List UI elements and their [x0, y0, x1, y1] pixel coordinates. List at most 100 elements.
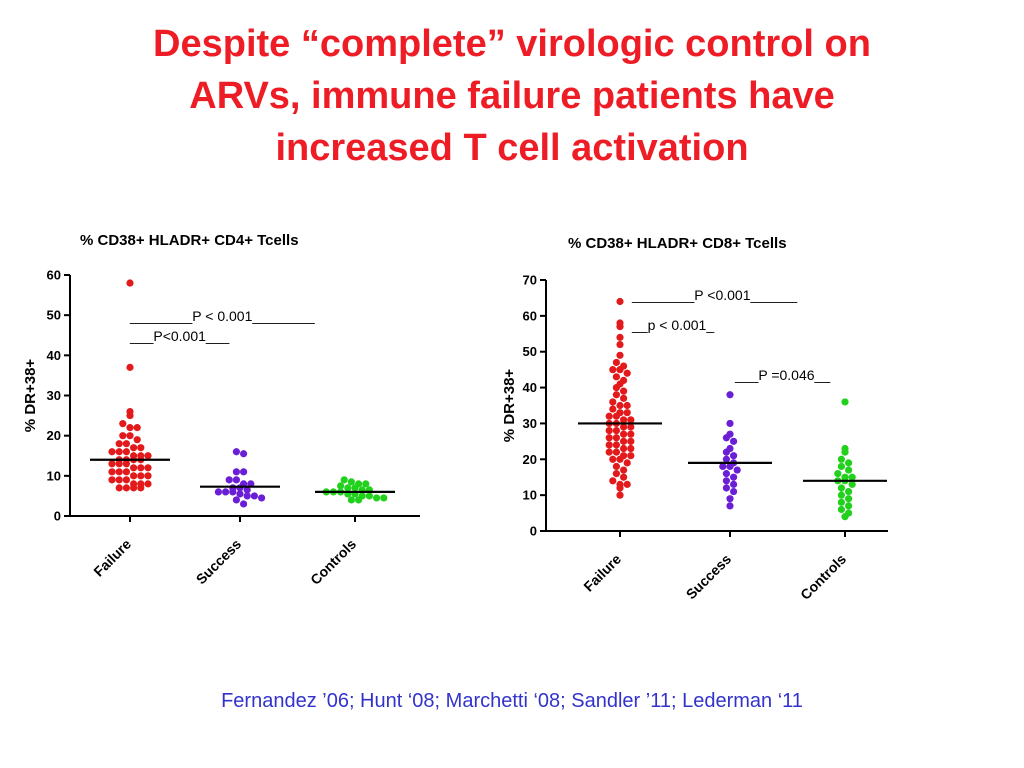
cd4-point-failure — [144, 464, 152, 472]
cd8-point-failure — [612, 470, 620, 478]
cd8-point-failure — [627, 452, 635, 460]
cd4-point-failure — [144, 472, 152, 480]
cd8-point-success — [730, 480, 738, 488]
cd4-y-tick-label: 30 — [47, 388, 61, 403]
cd8-point-failure — [612, 358, 620, 367]
cd8-point-failure — [609, 398, 617, 406]
cd8-point-success — [726, 462, 734, 471]
cd8-point-failure — [623, 401, 631, 410]
cd8-point-failure — [627, 423, 635, 431]
cd8-point-controls — [837, 455, 845, 463]
cd4-category-label-success: Success — [193, 536, 245, 588]
cd8-point-failure — [623, 480, 631, 488]
cd4-point-failure — [133, 436, 141, 444]
cd4-point-success — [258, 494, 266, 502]
cd8-point-failure — [620, 473, 628, 481]
cd8-point-failure — [609, 477, 617, 485]
cd4-point-controls — [373, 494, 381, 502]
cd4-point-success — [232, 476, 240, 484]
cd4-point-failure — [130, 472, 138, 480]
cd4-point-failure — [126, 363, 134, 371]
cd8-point-failure — [612, 448, 620, 456]
cd4-chart-title: % CD38+ HLADR+ CD4+ Tcells — [80, 232, 299, 249]
cd8-y-tick-label: 40 — [523, 380, 537, 395]
cd4-point-failure — [137, 464, 145, 472]
cd8-point-controls — [848, 480, 856, 488]
cd8-point-controls — [845, 502, 853, 510]
cd8-point-controls — [845, 487, 853, 496]
cd8-point-failure — [616, 323, 624, 331]
cd4-point-success — [243, 486, 251, 494]
cd4-point-failure — [115, 460, 123, 468]
cd4-y-tick-label: 50 — [47, 308, 61, 323]
cd4-point-success — [225, 476, 233, 484]
cd4-point-failure — [126, 279, 134, 287]
cd8-point-controls — [837, 462, 845, 471]
cd4-point-success — [214, 488, 222, 496]
cd4-y-tick-label: 10 — [47, 468, 61, 483]
cd4-point-success — [232, 448, 240, 456]
cd8-category-label-failure: Failure — [580, 551, 624, 595]
cd4-point-success — [240, 500, 248, 508]
cd8-point-failure — [605, 427, 613, 435]
cd4-point-controls — [362, 480, 370, 488]
cd8-point-failure — [620, 387, 628, 395]
cd8-point-failure — [605, 441, 613, 449]
cd4-point-failure — [122, 468, 130, 476]
cd4-point-failure — [122, 484, 130, 492]
cd4-point-failure — [144, 480, 152, 488]
cd8-point-failure — [612, 391, 620, 399]
cd8-point-controls — [837, 484, 845, 492]
cd8-point-success — [722, 477, 730, 485]
cd4-point-failure — [126, 411, 134, 420]
cd8-point-success — [722, 455, 730, 463]
cd8-point-failure — [620, 394, 628, 402]
cd8-point-failure — [609, 455, 617, 463]
cd4-point-success — [232, 496, 240, 504]
cd8-scatter-chart: % CD38+ HLADR+ CD8+ Tcells % DR+38+ 0 10 20 3… — [501, 235, 888, 603]
cd4-point-controls — [355, 496, 363, 504]
cd8-point-failure — [612, 427, 620, 435]
cd4-point-failure — [115, 448, 123, 456]
cd8-p-value-annotation: ___P =0.046__ — [734, 367, 830, 383]
cd4-point-success — [222, 488, 230, 496]
cd4-point-failure — [137, 484, 145, 492]
cd4-point-controls — [337, 482, 345, 490]
cd4-point-success — [229, 488, 237, 496]
cd8-point-failure — [620, 437, 628, 445]
cd8-point-failure — [612, 373, 620, 381]
cd8-point-failure — [605, 434, 613, 442]
cd8-point-failure — [627, 444, 635, 453]
cd4-point-failure — [115, 440, 123, 448]
cd4-point-failure — [126, 432, 134, 440]
cd4-y-axis-label: % DR+38+ — [22, 359, 39, 433]
cd8-point-success — [722, 484, 730, 492]
cd8-point-success — [730, 487, 738, 496]
citation: Fernandez ’06; Hunt ‘08; Marchetti ‘08; … — [221, 690, 803, 712]
cd8-point-failure — [620, 423, 628, 431]
cd4-point-failure — [115, 484, 123, 492]
cd8-point-failure — [616, 455, 624, 463]
cd8-point-controls — [841, 513, 849, 521]
cd4-point-controls — [347, 496, 355, 504]
cd8-point-failure — [627, 437, 635, 445]
cd8-category-label-success: Success — [683, 551, 735, 603]
cd8-point-controls — [841, 398, 849, 406]
cd8-point-failure — [605, 412, 613, 420]
cd8-point-controls — [834, 470, 842, 478]
cd8-point-failure — [620, 444, 628, 453]
cd8-point-failure — [627, 416, 635, 424]
cd4-p-value-annotation: ________P < 0.001________ — [129, 308, 315, 324]
cd8-point-failure — [609, 405, 617, 413]
cd8-point-failure — [616, 351, 624, 359]
cd8-point-success — [722, 434, 730, 442]
cd4-point-failure — [122, 476, 130, 484]
cd8-point-controls — [837, 505, 845, 514]
cd8-point-success — [726, 495, 734, 503]
cd4-point-failure — [133, 424, 141, 432]
cd8-point-success — [733, 466, 741, 474]
cd4-y-tick-label: 60 — [47, 268, 61, 283]
cd8-point-success — [730, 437, 738, 445]
cd4-y-tick-label: 20 — [47, 428, 61, 443]
cd8-point-failure — [620, 430, 628, 438]
